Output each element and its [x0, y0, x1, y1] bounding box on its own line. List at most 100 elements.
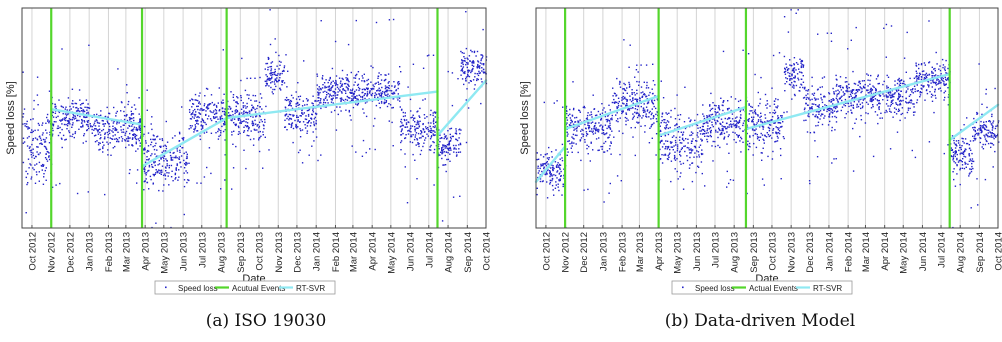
speed-loss-point: [903, 57, 906, 59]
speed-loss-point: [384, 90, 387, 93]
speed-loss-point: [181, 106, 183, 108]
speed-loss-point: [996, 135, 998, 137]
speed-loss-point: [342, 99, 345, 101]
speed-loss-point: [112, 131, 114, 133]
speed-loss-point: [759, 126, 761, 128]
speed-loss-point: [463, 56, 465, 58]
speed-loss-point: [628, 86, 631, 88]
speed-loss-point: [611, 130, 613, 132]
speed-loss-point: [587, 112, 589, 114]
speed-loss-point: [956, 173, 958, 175]
speed-loss-point: [361, 96, 364, 98]
speed-loss-point: [992, 144, 995, 146]
speed-loss-point: [85, 123, 88, 126]
speed-loss-point: [461, 59, 463, 61]
speed-loss-point: [416, 122, 418, 124]
speed-loss-point: [196, 122, 198, 124]
speed-loss-point: [392, 98, 394, 100]
speed-loss-point: [679, 142, 681, 144]
speed-loss-point: [774, 141, 776, 143]
speed-loss-point: [899, 85, 901, 87]
speed-loss-point: [546, 173, 548, 175]
speed-loss-point: [153, 162, 155, 164]
speed-loss-point: [932, 94, 934, 97]
speed-loss-point: [626, 87, 628, 89]
speed-loss-point: [917, 90, 919, 92]
speed-loss-point: [561, 157, 563, 159]
speed-loss-point: [845, 113, 847, 115]
speed-loss-point: [724, 117, 726, 120]
rt-svr-line: [436, 79, 488, 137]
speed-loss-point: [125, 130, 128, 133]
speed-loss-point: [653, 122, 655, 124]
speed-loss-point: [32, 130, 34, 133]
speed-loss-point: [367, 87, 369, 90]
speed-loss-point: [736, 126, 738, 128]
speed-loss-point: [702, 113, 704, 115]
speed-loss-point: [604, 140, 607, 143]
speed-loss-point: [943, 152, 945, 155]
speed-loss-point: [778, 130, 781, 132]
speed-loss-point: [251, 121, 254, 123]
speed-loss-point: [466, 57, 468, 59]
speed-loss-point: [214, 108, 217, 111]
speed-loss-point: [135, 142, 137, 145]
speed-loss-point: [879, 102, 881, 105]
speed-loss-point: [145, 172, 148, 174]
speed-loss-point: [148, 169, 150, 172]
speed-loss-point: [966, 142, 969, 145]
speed-loss-point: [166, 172, 168, 174]
speed-loss-point: [283, 82, 286, 84]
speed-loss-point: [945, 83, 947, 86]
speed-loss-point: [80, 126, 83, 128]
speed-loss-point: [370, 88, 372, 90]
speed-loss-point: [417, 127, 419, 129]
speed-loss-point: [330, 81, 333, 84]
speed-loss-point: [776, 107, 778, 109]
speed-loss-point: [690, 148, 692, 150]
speed-loss-point: [935, 84, 937, 86]
speed-loss-point: [37, 153, 40, 155]
speed-loss-point: [816, 89, 819, 91]
speed-loss-point: [591, 131, 594, 133]
speed-loss-point: [468, 55, 471, 57]
speed-loss-point: [253, 138, 255, 140]
speed-loss-point: [923, 70, 925, 72]
speed-loss-point: [972, 160, 975, 163]
speed-loss-point: [246, 102, 248, 105]
speed-loss-point: [48, 156, 50, 158]
speed-loss-point: [259, 136, 261, 139]
speed-loss-point: [822, 113, 824, 116]
speed-loss-point: [149, 175, 152, 178]
speed-loss-point: [889, 105, 891, 107]
speed-loss-point: [76, 192, 79, 195]
speed-loss-point: [834, 115, 836, 118]
speed-loss-point: [696, 140, 698, 142]
speed-loss-point: [173, 151, 175, 154]
speed-loss-point: [75, 102, 78, 105]
speed-loss-point: [789, 72, 791, 75]
speed-loss-point: [240, 96, 242, 99]
speed-loss-point: [611, 118, 613, 121]
speed-loss-point: [145, 142, 147, 144]
speed-loss-point: [156, 135, 159, 137]
speed-loss-point: [339, 97, 342, 100]
speed-loss-point: [823, 96, 825, 98]
speed-loss-point: [774, 122, 776, 124]
speed-loss-point: [82, 102, 84, 104]
speed-loss-point: [991, 113, 993, 116]
speed-loss-point: [369, 92, 371, 94]
speed-loss-point: [752, 134, 754, 137]
speed-loss-point: [666, 140, 669, 142]
speed-loss-point: [543, 167, 545, 169]
speed-loss-point: [332, 97, 334, 99]
speed-loss-point: [820, 93, 822, 96]
speed-loss-point: [545, 164, 548, 167]
speed-loss-point: [285, 54, 287, 56]
speed-loss-point: [411, 125, 414, 127]
speed-loss-point: [93, 135, 96, 137]
speed-loss-point: [660, 135, 662, 137]
speed-loss-point: [207, 105, 209, 107]
speed-loss-point: [148, 164, 151, 167]
speed-loss-point: [834, 129, 836, 131]
